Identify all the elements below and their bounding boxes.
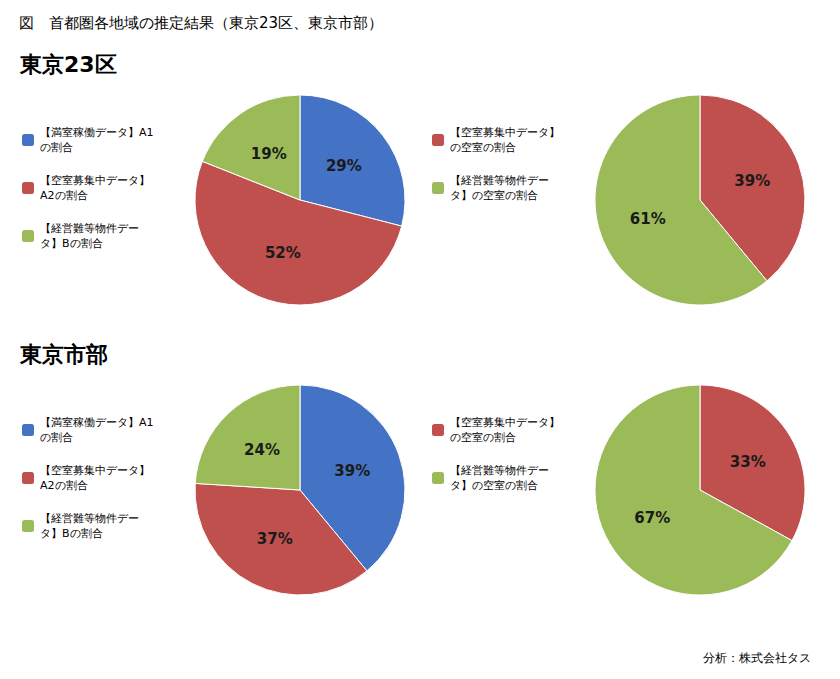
svg-text:【空室募集中データ】: 【空室募集中データ】	[450, 126, 560, 139]
svg-text:【経営難等物件デー: 【経営難等物件デー	[40, 512, 139, 525]
svg-text:の割合: の割合	[40, 431, 73, 444]
svg-text:61%: 61%	[630, 210, 666, 228]
svg-text:【経営難等物件デー: 【経営難等物件デー	[40, 222, 139, 235]
svg-text:の空室の割合: の空室の割合	[450, 431, 516, 444]
svg-text:【空室募集中データ】: 【空室募集中データ】	[40, 174, 150, 187]
svg-text:19%: 19%	[251, 145, 287, 163]
svg-text:【経営難等物件デー: 【経営難等物件デー	[450, 174, 549, 187]
svg-text:【経営難等物件デー: 【経営難等物件デー	[450, 464, 549, 477]
svg-text:分析：株式会社タス: 分析：株式会社タス	[703, 651, 811, 665]
svg-text:の割合: の割合	[40, 141, 73, 154]
svg-text:【空室募集中データ】: 【空室募集中データ】	[450, 416, 560, 429]
svg-text:の空室の割合: の空室の割合	[450, 141, 516, 154]
svg-text:タ】の空室の割合: タ】の空室の割合	[450, 189, 538, 202]
svg-text:37%: 37%	[257, 530, 293, 548]
svg-text:52%: 52%	[265, 244, 301, 262]
svg-text:東京23区: 東京23区	[19, 52, 117, 77]
svg-text:図 首都圏各地域の推定結果（東京23区、東京市部）: 図 首都圏各地域の推定結果（東京23区、東京市部）	[19, 14, 383, 32]
svg-text:A2の割合: A2の割合	[40, 479, 88, 492]
svg-text:A2の割合: A2の割合	[40, 189, 88, 202]
svg-text:67%: 67%	[634, 509, 670, 527]
svg-text:【空室募集中データ】: 【空室募集中データ】	[40, 464, 150, 477]
svg-text:タ】の空室の割合: タ】の空室の割合	[450, 479, 538, 492]
svg-text:タ】Bの割合: タ】Bの割合	[40, 237, 103, 250]
svg-text:24%: 24%	[244, 441, 280, 459]
svg-text:29%: 29%	[326, 157, 362, 175]
svg-text:【満室稼働データ】A1: 【満室稼働データ】A1	[40, 126, 154, 139]
svg-text:東京市部: 東京市部	[19, 342, 108, 367]
svg-text:39%: 39%	[734, 172, 770, 190]
svg-text:39%: 39%	[334, 462, 370, 480]
svg-text:タ】Bの割合: タ】Bの割合	[40, 527, 103, 540]
svg-text:33%: 33%	[730, 453, 766, 471]
svg-text:【満室稼働データ】A1: 【満室稼働データ】A1	[40, 416, 154, 429]
